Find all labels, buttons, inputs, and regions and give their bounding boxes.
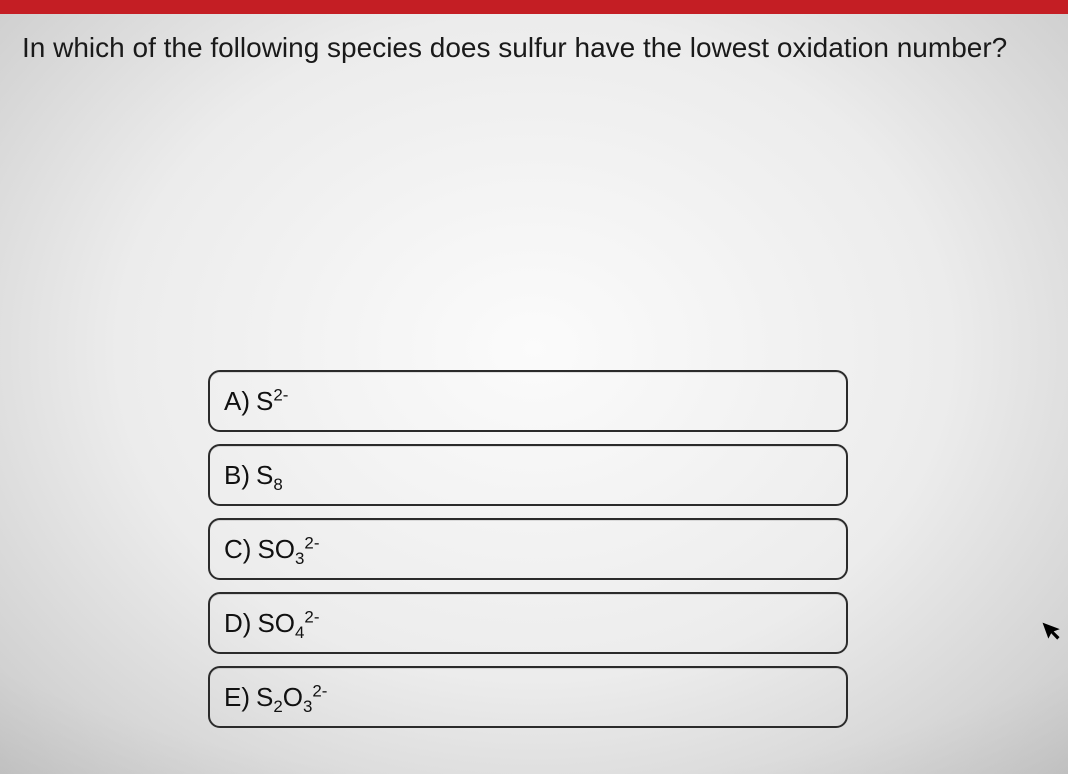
option-letter: A)	[224, 386, 250, 417]
option-b[interactable]: B) S8	[208, 444, 848, 506]
option-c[interactable]: C) SO32-	[208, 518, 848, 580]
option-formula: S2-	[256, 386, 288, 417]
option-d[interactable]: D) SO42-	[208, 592, 848, 654]
option-formula: S2O32-	[256, 682, 327, 713]
option-letter: E)	[224, 682, 250, 713]
quiz-page: In which of the following species does s…	[0, 0, 1068, 774]
options-container: A) S2- B) S8 C) SO32- D) SO42- E) S2O32-	[208, 370, 848, 728]
option-a[interactable]: A) S2-	[208, 370, 848, 432]
option-letter: C)	[224, 534, 251, 565]
option-formula: S8	[256, 460, 283, 491]
cursor-icon	[1041, 616, 1068, 651]
question-text: In which of the following species does s…	[22, 30, 1046, 66]
option-letter: B)	[224, 460, 250, 491]
option-formula: SO42-	[257, 608, 319, 639]
option-letter: D)	[224, 608, 251, 639]
option-formula: SO32-	[257, 534, 319, 565]
top-bar	[0, 0, 1068, 14]
option-e[interactable]: E) S2O32-	[208, 666, 848, 728]
